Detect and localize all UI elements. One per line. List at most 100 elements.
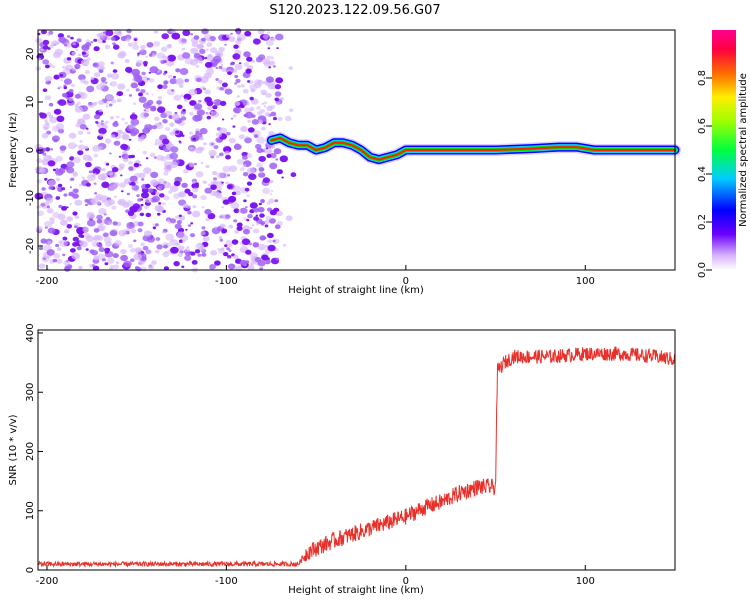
noise-speck [53, 138, 58, 143]
noise-speck [233, 254, 239, 260]
noise-speck [141, 178, 145, 181]
noise-speck [228, 224, 234, 229]
noise-speck [171, 89, 175, 92]
noise-speck [45, 64, 50, 69]
noise-speck [104, 250, 110, 254]
noise-speck [113, 264, 120, 270]
noise-speck [34, 143, 43, 151]
figure-title: S120.2023.122.09.56.G07 [269, 3, 440, 18]
noise-speck [47, 47, 51, 50]
noise-speck [276, 169, 283, 175]
noise-speck [184, 78, 189, 83]
noise-speck [174, 215, 180, 220]
noise-speck [210, 47, 218, 54]
noise-speck [210, 180, 215, 184]
noise-speck [205, 48, 209, 51]
noise-speck [195, 64, 200, 68]
noise-speck [219, 238, 224, 242]
noise-speck [216, 193, 223, 199]
noise-speck [257, 260, 266, 267]
spectrogram-ridge [265, 132, 681, 166]
noise-speck [131, 184, 140, 191]
noise-speck [131, 186, 135, 189]
noise-speck [116, 261, 120, 265]
noise-speck [189, 131, 193, 135]
noise-speck [63, 78, 72, 85]
noise-speck [178, 245, 185, 251]
y-tick-label: 10 [25, 96, 36, 109]
noise-speck [270, 37, 275, 41]
noise-speck [138, 96, 147, 103]
noise-speck [127, 42, 133, 47]
noise-speck [276, 47, 279, 50]
noise-speck [122, 202, 130, 208]
noise-speck [44, 119, 48, 123]
noise-speck [129, 175, 138, 182]
noise-speck [220, 223, 226, 228]
noise-speck [242, 155, 248, 160]
noise-speck [201, 28, 209, 35]
noise-speck [145, 92, 149, 96]
noise-speck [230, 32, 233, 35]
noise-speck [269, 179, 274, 184]
noise-speck [82, 154, 91, 161]
noise-speck [193, 52, 201, 59]
noise-speck [102, 232, 109, 238]
noise-speck [192, 180, 197, 184]
noise-speck [189, 233, 196, 238]
noise-speck [261, 126, 266, 131]
noise-speck [200, 195, 207, 201]
noise-speck [173, 261, 180, 267]
noise-speck [105, 105, 109, 108]
noise-speck [243, 199, 247, 203]
noise-speck [206, 42, 213, 47]
noise-speck [179, 84, 184, 88]
noise-speck [90, 41, 94, 44]
noise-speck [136, 160, 141, 164]
noise-speck [80, 59, 90, 67]
noise-speck [36, 205, 41, 209]
noise-speck [72, 67, 76, 71]
noise-speck [133, 253, 142, 261]
noise-speck [141, 267, 147, 272]
noise-speck [284, 115, 292, 122]
noise-speck [77, 130, 84, 135]
noise-speck [113, 195, 117, 198]
noise-speck [73, 188, 79, 193]
noise-speck [213, 145, 219, 150]
noise-speck [145, 55, 148, 58]
noise-speck [215, 66, 219, 70]
noise-speck [217, 80, 223, 84]
noise-speck [112, 221, 118, 226]
noise-speck [190, 33, 194, 36]
noise-speck [49, 217, 55, 222]
noise-speck [169, 122, 175, 127]
noise-speck [256, 136, 265, 144]
noise-speck [79, 140, 83, 143]
noise-speck [151, 93, 154, 96]
noise-speck [266, 153, 272, 158]
noise-speck [162, 251, 170, 258]
noise-speck [240, 84, 245, 88]
noise-speck [226, 184, 233, 190]
noise-speck [204, 208, 212, 215]
noise-speck [133, 38, 138, 41]
noise-speck [101, 181, 110, 189]
noise-speck [65, 91, 74, 98]
noise-speck [232, 69, 238, 73]
noise-speck [85, 127, 89, 130]
noise-speck [66, 224, 73, 229]
noise-speck [197, 253, 202, 257]
noise-speck [48, 30, 54, 35]
noise-speck [167, 54, 177, 62]
noise-speck [163, 244, 168, 249]
noise-speck [192, 194, 198, 199]
noise-speck [66, 216, 73, 222]
noise-speck [56, 247, 62, 251]
noise-speck [146, 77, 150, 81]
noise-speck [168, 115, 173, 119]
noise-speck [77, 150, 84, 156]
noise-speck [130, 154, 135, 159]
noise-speck [61, 187, 66, 191]
noise-speck [85, 39, 91, 43]
